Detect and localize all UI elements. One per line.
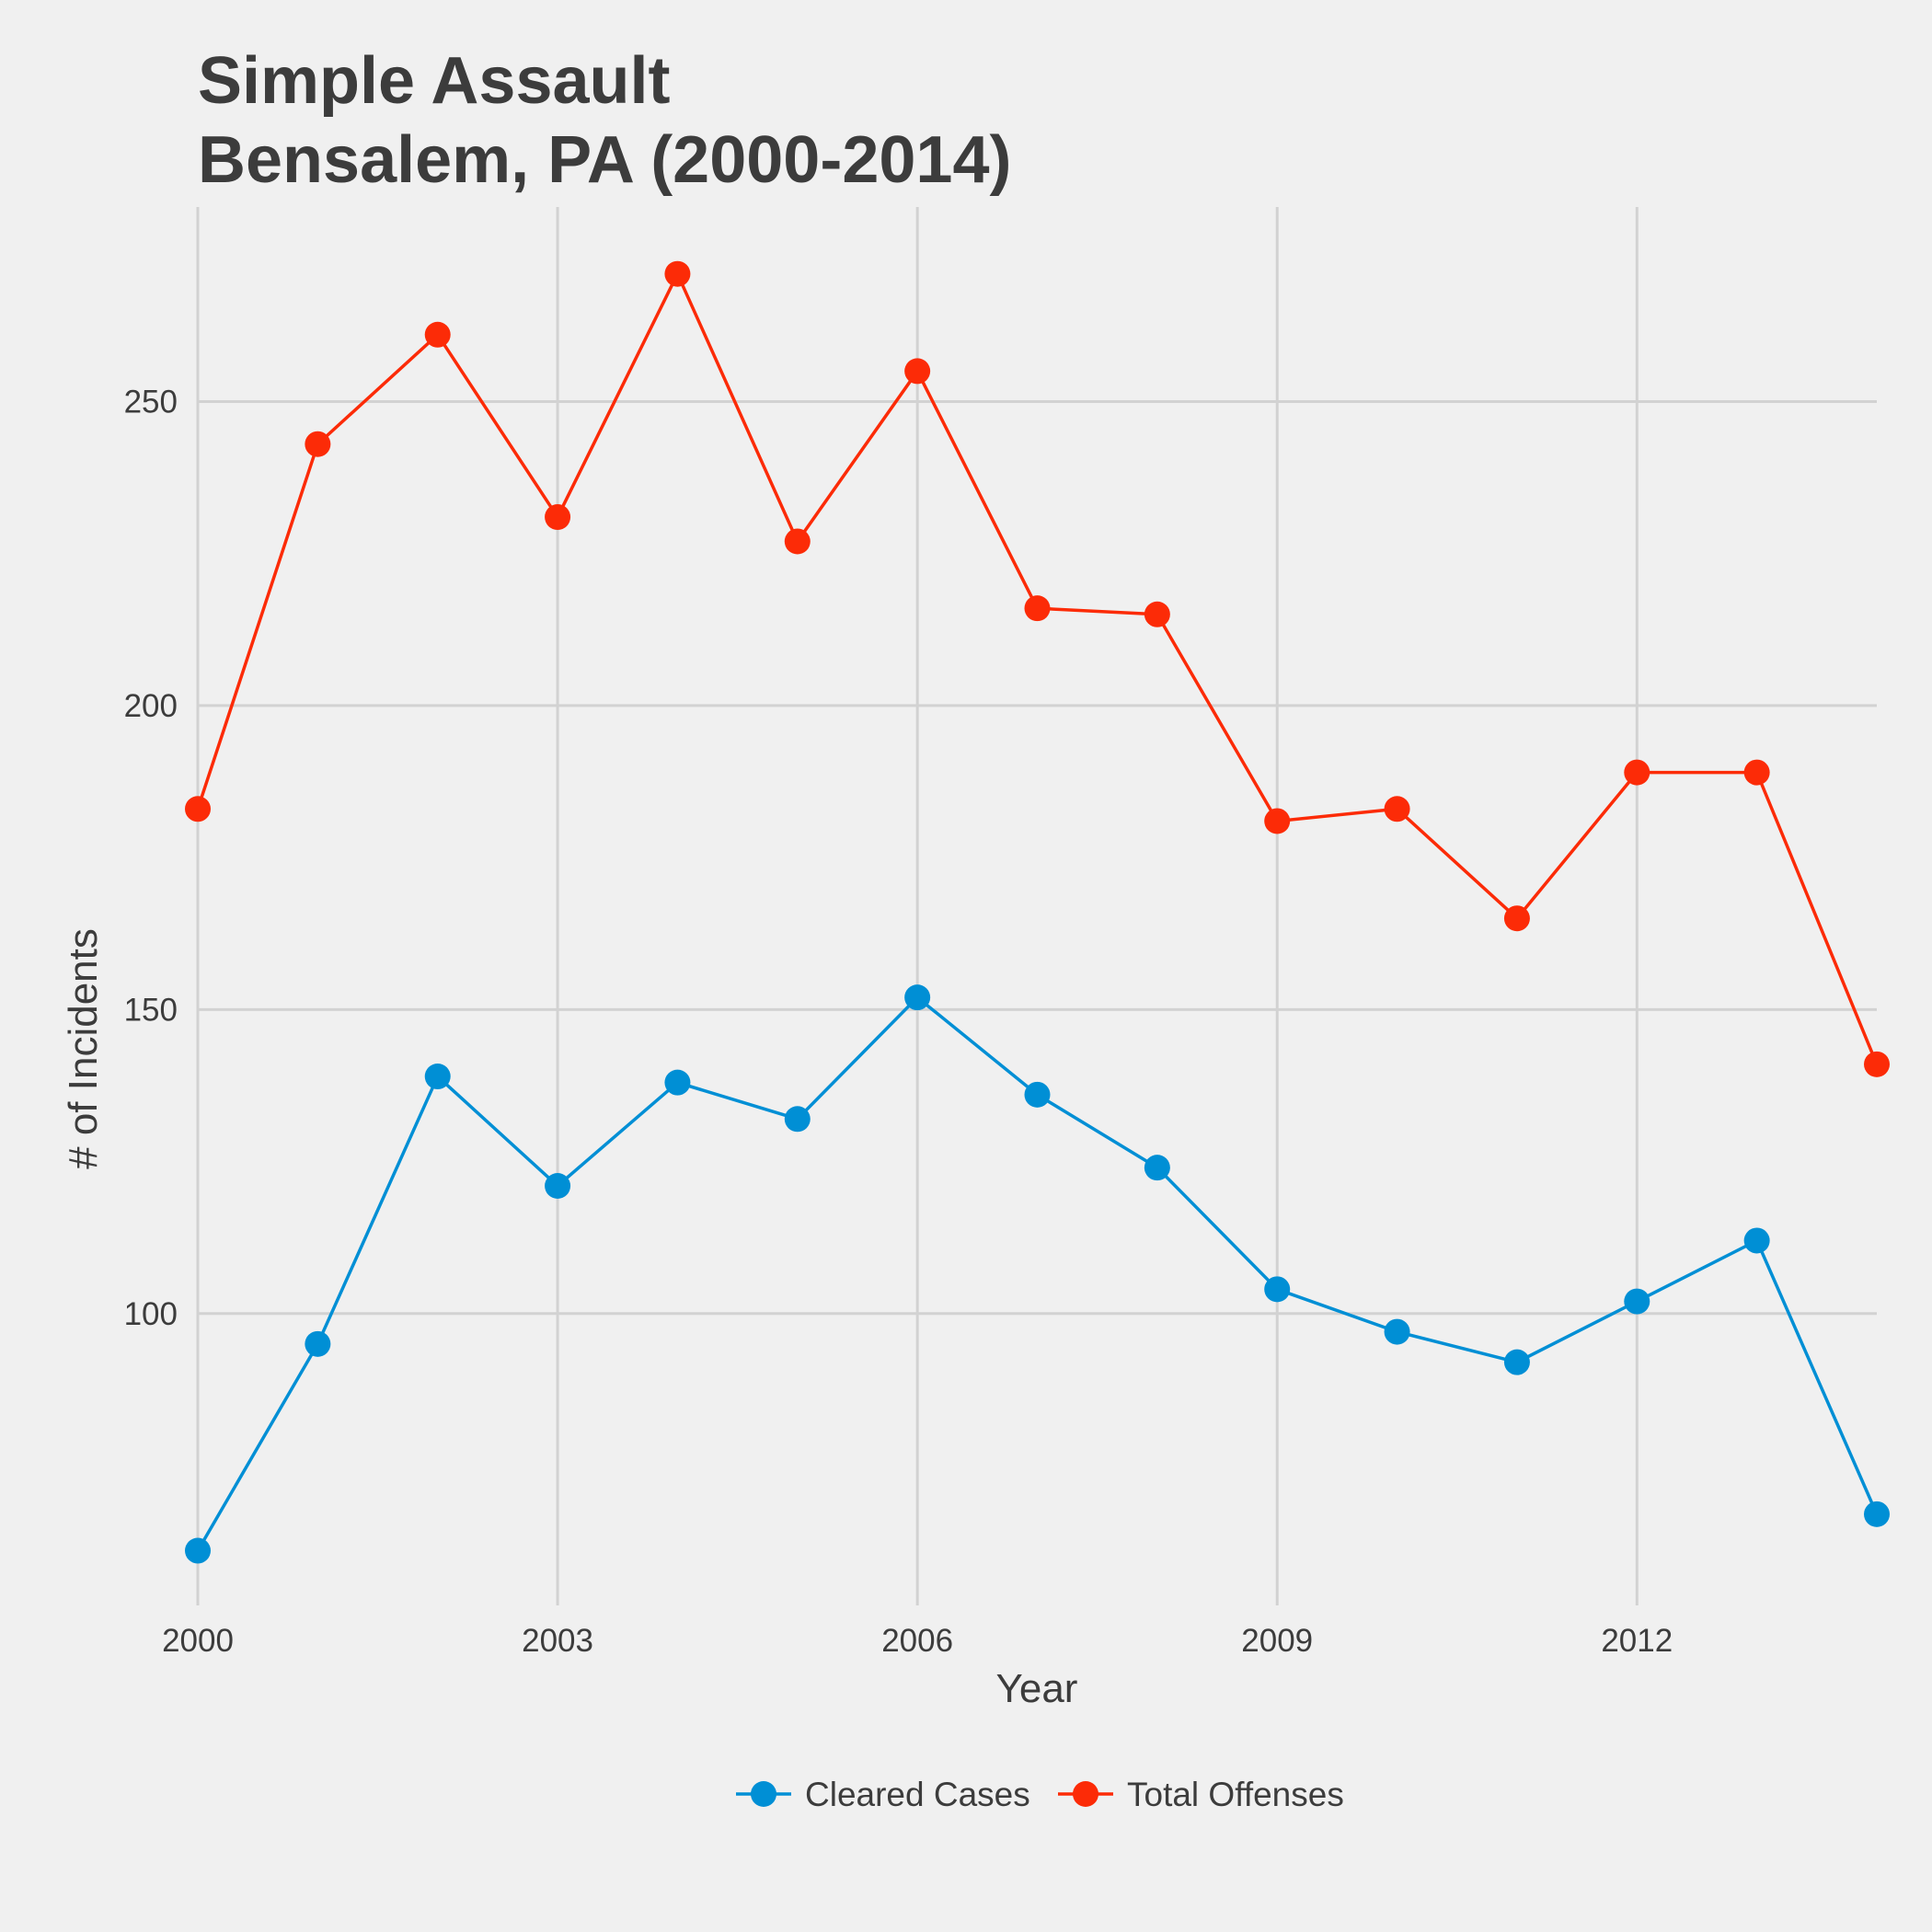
data-point (1624, 759, 1650, 786)
data-point (664, 1069, 691, 1096)
data-point (1384, 1318, 1410, 1345)
data-point (1864, 1501, 1890, 1527)
data-point (424, 1064, 451, 1090)
x-tick-label: 2012 (1601, 1623, 1673, 1659)
data-point (185, 1537, 211, 1564)
legend: Cleared Cases Total Offenses (736, 1776, 1344, 1813)
y-tick-label: 200 (124, 688, 178, 724)
data-point (1024, 595, 1051, 622)
data-point (185, 796, 211, 822)
x-tick-label: 2000 (162, 1623, 234, 1659)
series-line (196, 271, 1879, 1065)
series-1 (185, 260, 1890, 1077)
y-axis-ticks: 100 150 200 250 (124, 384, 178, 1331)
y-tick-label: 150 (124, 992, 178, 1028)
y-tick-label: 100 (124, 1296, 178, 1332)
x-axis-ticks: 2000 2003 2006 2009 2012 (162, 1623, 1673, 1659)
data-point (1264, 808, 1291, 834)
series-layer (185, 260, 1890, 1564)
data-point (1864, 1051, 1890, 1077)
data-point (1024, 1081, 1051, 1108)
data-point (904, 984, 931, 1011)
data-point (1264, 1276, 1291, 1303)
legend-item: Cleared Cases (736, 1776, 1030, 1813)
data-point (1503, 1349, 1530, 1375)
data-point (1624, 1288, 1650, 1315)
data-point (545, 504, 571, 531)
gridlines (196, 207, 1877, 1605)
x-tick-label: 2006 (881, 1623, 953, 1659)
x-tick-label: 2003 (522, 1623, 593, 1659)
data-point (545, 1173, 571, 1199)
data-point (904, 358, 931, 385)
data-point (784, 1106, 811, 1133)
data-point (305, 431, 331, 457)
y-tick-label: 250 (124, 384, 178, 420)
y-axis-title: # of Incidents (61, 928, 106, 1169)
chart-title-line-2: Bensalem, PA (2000-2014) (198, 123, 1011, 197)
legend-label: Total Offenses (1127, 1776, 1344, 1813)
data-point (424, 321, 451, 348)
data-point (784, 528, 811, 555)
legend-item: Total Offenses (1058, 1776, 1344, 1813)
x-axis-title: Year (996, 1666, 1078, 1711)
legend-key-point (1073, 1781, 1098, 1807)
chart-title-line-1: Simple Assault (198, 44, 671, 118)
data-point (1743, 1227, 1770, 1254)
data-point (1144, 601, 1170, 627)
legend-label: Cleared Cases (805, 1776, 1030, 1813)
data-point (1503, 905, 1530, 932)
data-point (1384, 796, 1410, 822)
legend-key-point (751, 1781, 776, 1807)
data-point (305, 1330, 331, 1357)
series-0 (185, 984, 1890, 1564)
data-point (664, 260, 691, 287)
x-tick-label: 2009 (1241, 1623, 1313, 1659)
data-point (1144, 1155, 1170, 1181)
data-point (1743, 759, 1770, 786)
